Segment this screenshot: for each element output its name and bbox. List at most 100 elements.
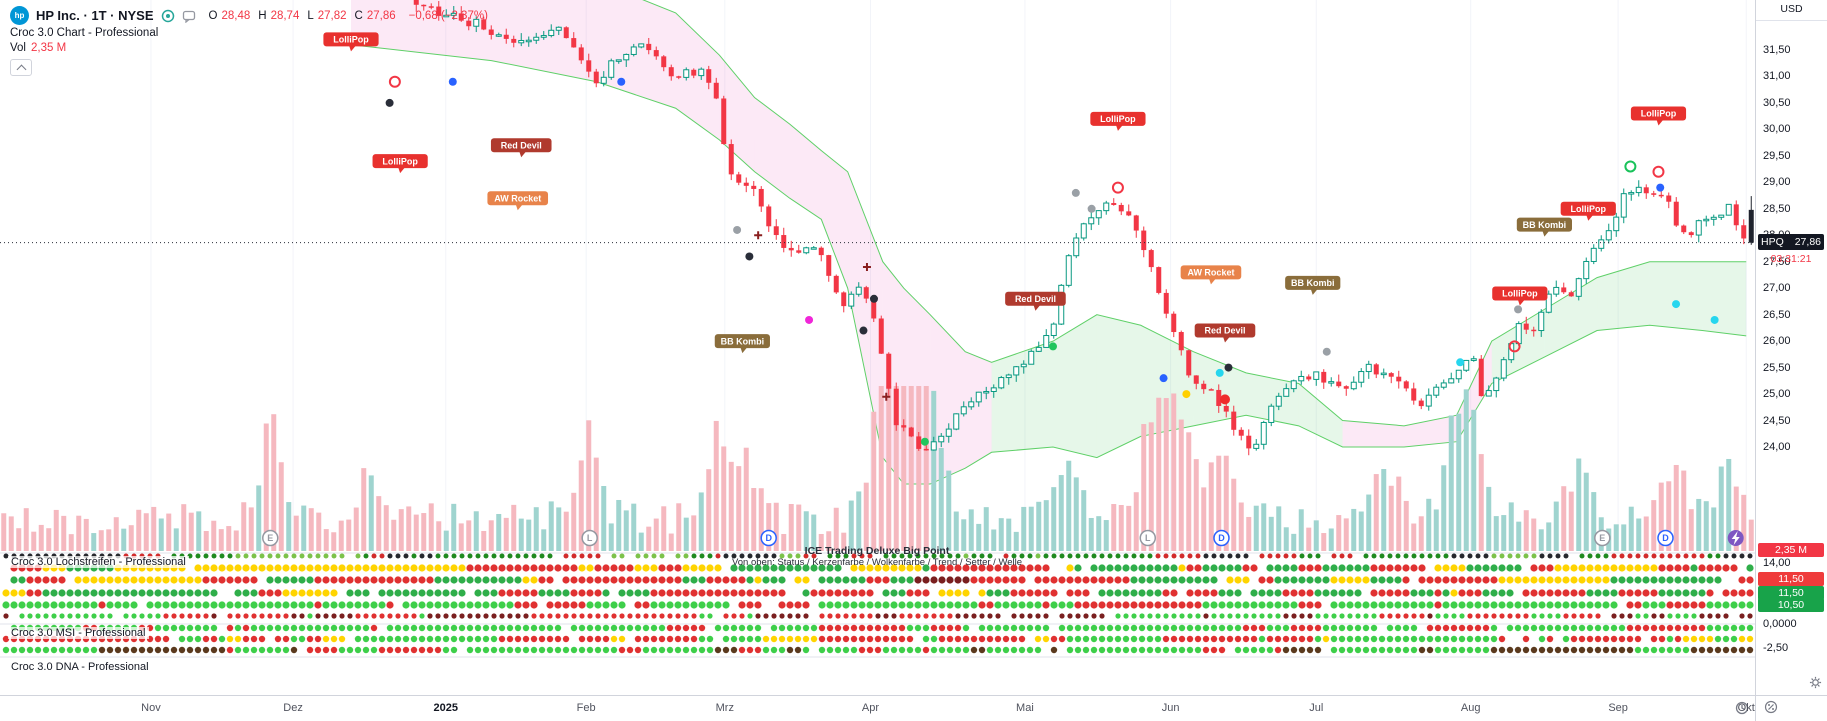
price-axis-tick: 0,0000 [1763, 618, 1797, 630]
high-value: 28,74 [270, 9, 300, 22]
svg-text:D: D [1218, 533, 1225, 543]
legend-collapse-button[interactable] [10, 59, 32, 76]
time-axis-label: Mrz [715, 702, 734, 714]
axis-value-badge: 2,35 M [1758, 543, 1824, 557]
open-label: O [208, 9, 218, 22]
svg-text:E: E [267, 533, 273, 543]
volume-label: Vol [10, 42, 26, 54]
signal-flags-layer[interactable]: LolliPop LolliPop Red Devil AW Rocket BB Kom… [323, 32, 1687, 354]
time-axis-label: Apr [861, 702, 880, 714]
price-axis-tick: 14,00 [1763, 557, 1791, 569]
signal-flag[interactable]: LolliPop [1492, 286, 1548, 306]
signal-flag[interactable]: Red Devil [490, 138, 552, 158]
price-axis-tick: 29,00 [1763, 176, 1791, 189]
bar-countdown: 03:31:21 [1770, 252, 1812, 265]
message-icon[interactable] [182, 9, 196, 23]
price-axis-tick: 24,50 [1763, 414, 1791, 427]
symbol-title[interactable]: HP Inc. · 1T · NYSE [36, 8, 154, 23]
signal-flag[interactable]: BB Kombi [1285, 275, 1341, 295]
signal-flag[interactable]: BB Kombi [714, 334, 770, 354]
change-value: −0,68 (−2,37%) [408, 9, 488, 22]
svg-text:LolliPop: LolliPop [1502, 289, 1538, 299]
signal-flag[interactable]: LolliPop [372, 154, 428, 174]
svg-text:Red Devil: Red Devil [501, 140, 542, 150]
price-axis-tick: 27,00 [1763, 282, 1791, 295]
svg-text:BB Kombi: BB Kombi [1291, 278, 1335, 288]
time-axis-label: Mai [1016, 702, 1034, 714]
time-axis[interactable]: Nov Dez 2025 Feb Mrz Apr Mai Jun Jul Aug Sep Okt [0, 695, 1755, 721]
signal-flag[interactable]: Red Devil [1005, 291, 1066, 311]
pane-separators[interactable] [0, 552, 1755, 658]
price-axis-tick: 31,00 [1763, 70, 1791, 83]
price-axis-tick: 25,00 [1763, 388, 1791, 401]
ohlc-values: O 28,48 H 28,74 L 27,82 C 27,86 [209, 10, 400, 22]
signal-flag[interactable]: Red Devil [1194, 323, 1256, 343]
price-axis-tick: 29,50 [1763, 149, 1791, 162]
chart-legend: hp HP Inc. · 1T · NYSE O 28,48 H 28,74 L… [10, 6, 488, 76]
time-axis-label: Dez [283, 702, 303, 714]
svg-text:Red Devil: Red Devil [1204, 326, 1245, 336]
svg-text:E: E [1599, 533, 1605, 543]
symbol-logo: hp [10, 6, 29, 25]
signal-flag[interactable]: AW Rocket [1180, 265, 1242, 285]
panel-title-msi[interactable]: Croc 3.0 MSI - Professional [8, 627, 149, 639]
svg-text:LolliPop: LolliPop [333, 35, 369, 45]
svg-text:LolliPop: LolliPop [1100, 114, 1136, 124]
price-axis-tick: -2,50 [1763, 642, 1789, 654]
time-axis-label: Feb [576, 702, 596, 714]
candles-layer [413, 0, 1754, 456]
percent-scale-icon[interactable] [1764, 700, 1778, 719]
price-axis-tick: 31,50 [1763, 44, 1791, 56]
price-axis-tick: 26,00 [1763, 335, 1791, 348]
svg-text:BB Kombi: BB Kombi [1523, 220, 1567, 230]
cloud-layer [350, 0, 1747, 485]
signal-flag[interactable]: AW Rocket [487, 191, 549, 211]
volume-row: Vol 2,35 M [10, 42, 488, 54]
time-axis-label: Sep [1608, 702, 1628, 714]
svg-text:AW Rocket: AW Rocket [494, 193, 541, 203]
signal-flag[interactable]: LolliPop [323, 32, 379, 52]
svg-text:L: L [1145, 533, 1151, 543]
svg-text:LolliPop: LolliPop [1571, 204, 1607, 214]
close-label: C [354, 9, 363, 22]
panel-title-dna[interactable]: Croc 3.0 DNA - Professional [8, 661, 152, 673]
time-axis-label: 2025 [433, 702, 459, 714]
volume-value: 2,35 M [31, 42, 67, 54]
panel-title-lochstreifen[interactable]: Croc 3.0 Lochstreifen - Professional [8, 556, 189, 568]
signal-flag[interactable]: LolliPop [1630, 106, 1687, 126]
visibility-icon[interactable] [161, 9, 175, 23]
settings-gear-icon[interactable] [1809, 676, 1822, 692]
axis-value-badge: 11,50 [1758, 586, 1824, 600]
svg-text:BB Kombi: BB Kombi [721, 336, 765, 346]
price-axis-tick: 24,00 [1763, 441, 1791, 453]
svg-text:D: D [765, 533, 772, 543]
currency-label: USD [1756, 3, 1827, 21]
svg-text:Red Devil: Red Devil [1015, 294, 1056, 304]
event-markers-layer [385, 75, 1719, 446]
svg-text:D: D [1662, 533, 1669, 543]
svg-text:LolliPop: LolliPop [382, 156, 418, 166]
price-axis-tick: 26,50 [1763, 308, 1791, 321]
signal-flag[interactable]: LolliPop [1090, 111, 1146, 131]
svg-text:L: L [587, 533, 593, 543]
volume-layer [1, 386, 1754, 551]
axis-corner [1755, 695, 1827, 721]
time-axis-label: Nov [141, 702, 161, 714]
axis-value-badge: 11,50 [1758, 572, 1824, 586]
indicator-dots-layer [2, 553, 1754, 654]
svg-text:AW Rocket: AW Rocket [1187, 268, 1234, 278]
price-axis-tick: 25,50 [1763, 361, 1791, 374]
price-axis[interactable]: USD HPQ 27,86 03:31:21 31,50 31,00 30,50 30… [1755, 0, 1827, 695]
close-value: 27,86 [366, 9, 396, 22]
last-price-value: 27,86 [1794, 235, 1821, 248]
lochstreifen-overlay-title: ICE Trading Deluxe Big Point [804, 545, 950, 557]
main-indicator-title[interactable]: Croc 3.0 Chart - Professional [10, 27, 159, 39]
time-axis-label: Aug [1460, 702, 1481, 714]
signal-flag[interactable]: BB Kombi [1516, 217, 1572, 237]
chart-canvas[interactable]: LolliPop LolliPop Red Devil AW Rocket BB Kom… [0, 0, 1755, 695]
signal-flag[interactable]: LolliPop [1560, 201, 1616, 221]
clock-icon[interactable] [1735, 701, 1749, 720]
low-label: L [307, 9, 314, 22]
